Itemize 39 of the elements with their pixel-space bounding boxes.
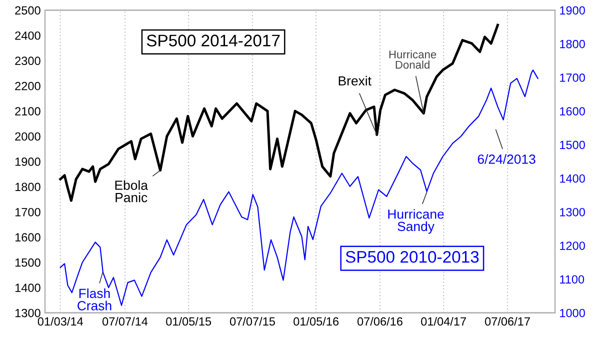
y-tick-label: 1300 [15, 308, 40, 318]
y-tick-label: 1500 [15, 258, 40, 267]
y2-tick-label: 1800 [560, 40, 585, 48]
y-tick-label: 2100 [15, 107, 40, 116]
x-tick-label: 01/04/17 [421, 316, 466, 326]
y2-tick-label: 1600 [560, 107, 585, 116]
y2-tick-label: 1900 [560, 6, 585, 15]
y-tick-label: 2000 [15, 132, 40, 141]
y-tick-label: 1900 [15, 158, 40, 166]
annotation: Flash Crash [78, 288, 112, 310]
x-tick-label: 07/06/17 [484, 316, 530, 326]
y2-tick-label: 1200 [560, 242, 585, 250]
y-tick-label: 2300 [15, 56, 40, 66]
y2-tick-label: 1100 [560, 275, 584, 284]
y-tick-label: 2200 [15, 82, 40, 90]
annotation: Hurricane Donald [389, 50, 436, 69]
x-tick-label: 01/03/14 [38, 316, 84, 326]
y2-tick-label: 1400 [560, 174, 585, 183]
x-tick-label: 01/05/16 [294, 316, 339, 326]
y-tick-label: 2500 [15, 6, 40, 15]
y2-tick-label: 1300 [560, 208, 585, 216]
text: SP500 2010-2013 [346, 251, 479, 263]
y-tick-label: 1700 [15, 208, 40, 216]
x-tick-label: 07/06/16 [357, 316, 402, 326]
y2-tick-label: 1000 [560, 308, 585, 318]
y2-tick-label: 1500 [560, 140, 585, 150]
annotation: Brexit [338, 76, 372, 86]
y2-tick-label: 1700 [560, 73, 585, 82]
y-tick-label: 2400 [15, 31, 40, 40]
y-tick-label: 1800 [15, 182, 40, 192]
y-tick-label: 1400 [15, 284, 40, 292]
x-tick-label: 01/05/15 [166, 316, 212, 326]
annotation: Hurricane Sandy [388, 209, 444, 234]
annotation: Ebola Panic [115, 180, 148, 202]
x-tick-label: 07/07/15 [230, 316, 275, 326]
text: SP500 2014-2017 [146, 34, 280, 46]
x-tick-label: 07/07/14 [102, 316, 148, 326]
y-tick-label: 1600 [15, 233, 40, 242]
annotation: 6/24/2013 [478, 154, 536, 164]
